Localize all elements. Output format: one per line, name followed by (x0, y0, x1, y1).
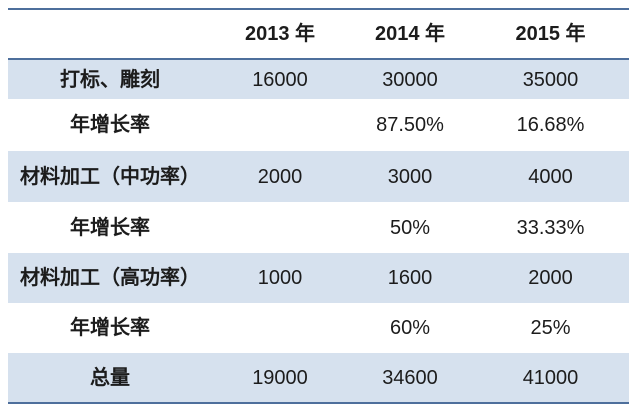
table-row-total: 总量 19000 34600 41000 (8, 353, 629, 403)
row-label: 年增长率 (70, 114, 150, 136)
table-row-material-high-power: 材料加工（高功率） 1000 1600 2000 (8, 253, 629, 303)
cell-value: 2000 (257, 165, 303, 188)
column-header-2013: 2013 年 (212, 9, 348, 60)
row-label: 年增长率 (70, 216, 150, 239)
cell-value: 4000 (528, 165, 573, 188)
document-page: 2013 年 2014 年 2015 年 打标、雕刻 16000 30000 3… (8, 8, 629, 404)
table-row-growth-rate-3: 年增长率 60% 25% (8, 303, 629, 353)
cell-value: 2000 (528, 267, 573, 289)
cell-value: 3000 (387, 165, 433, 188)
cell-value: 1600 (387, 267, 433, 289)
laser-market-table: 2013 年 2014 年 2015 年 打标、雕刻 16000 30000 3… (8, 8, 629, 404)
cell-value: 16.68% (516, 114, 585, 136)
row-label: 材料加工（高功率） (20, 267, 200, 289)
cell-value: 41000 (522, 366, 579, 389)
row-label: 年增长率 (70, 317, 150, 339)
cell-value (212, 303, 348, 353)
cell-value: 35000 (522, 68, 579, 91)
cell-value: 16000 (252, 68, 308, 91)
cell-value: 33.33% (516, 216, 585, 239)
table-row-growth-rate-1: 年增长率 87.50% 16.68% (8, 99, 629, 151)
cell-value: 87.50% (376, 114, 444, 136)
table-header-row: 2013 年 2014 年 2015 年 (8, 9, 629, 60)
column-header-2015: 2015 年 (472, 9, 629, 60)
table-row-material-medium-power: 材料加工（中功率） 2000 3000 4000 (8, 151, 629, 202)
column-header-2014: 2014 年 (348, 9, 472, 60)
row-label: 打标、雕刻 (60, 68, 160, 91)
column-header-blank (8, 9, 212, 60)
cell-value: 30000 (382, 68, 438, 91)
cell-value: 19000 (252, 366, 308, 389)
cell-value (212, 202, 348, 253)
cell-value: 34600 (382, 366, 438, 389)
cell-value: 25% (530, 317, 571, 339)
row-label: 总量 (90, 366, 130, 389)
cell-value: 60% (389, 317, 431, 339)
cell-value: 1000 (257, 267, 303, 289)
table-row-marking-engraving: 打标、雕刻 16000 30000 35000 (8, 59, 629, 99)
cell-value: 50% (389, 216, 431, 239)
cell-value (212, 99, 348, 151)
row-label: 材料加工（中功率） (20, 165, 200, 188)
table-row-growth-rate-2: 年增长率 50% 33.33% (8, 202, 629, 253)
